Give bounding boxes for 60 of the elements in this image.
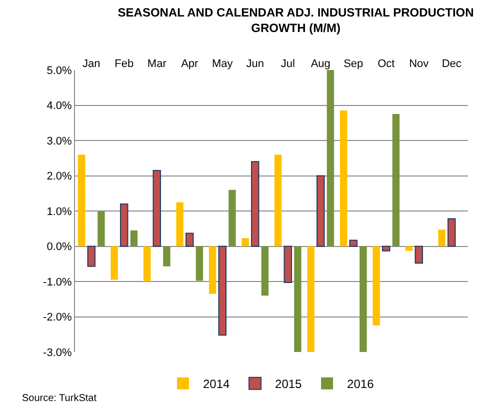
bar [152, 170, 161, 247]
y-tick-label: 2.0% [46, 170, 72, 183]
bar [274, 154, 282, 246]
bar [110, 246, 118, 280]
bar [382, 246, 390, 252]
x-tick-label: Feb [114, 58, 134, 70]
bar [78, 154, 86, 246]
source-note: Source: TurkStat [22, 393, 97, 404]
legend-label: 2015 [275, 377, 302, 392]
bar [130, 230, 138, 246]
bar [163, 246, 170, 266]
legend-label: 2014 [203, 377, 230, 392]
x-tick-label: Nov [409, 58, 430, 70]
y-tick-label: -3.0% [43, 346, 72, 359]
y-tick-label: -2.0% [43, 312, 72, 324]
bar [261, 246, 269, 296]
bar [251, 161, 260, 247]
bar [143, 246, 151, 282]
y-tick-label: -1.0% [43, 276, 72, 288]
y-tick-label: 0.0% [46, 241, 72, 254]
bar [208, 246, 216, 294]
bar [316, 175, 325, 247]
bar [294, 246, 302, 352]
bar [120, 203, 128, 247]
bar [242, 238, 249, 246]
chart-title: SEASONAL AND CALENDAR ADJ. INDUSTRIAL PRODUCTION GROWTH (M/M) [118, 5, 474, 36]
x-tick-label: Jun [246, 58, 264, 70]
bar [392, 114, 400, 246]
x-tick-label: May [212, 58, 234, 70]
x-tick-label: Jul [280, 58, 295, 70]
bar [176, 202, 184, 246]
y-tick-label: 4.0% [46, 100, 72, 112]
x-tick-label: Aug [310, 58, 330, 70]
bar [340, 110, 348, 246]
bar [284, 246, 292, 284]
x-tick-label: Oct [378, 58, 395, 70]
x-tick-label: Dec [442, 58, 462, 70]
x-tick-label: Sep [344, 58, 364, 70]
y-tick-label: 1.0% [46, 206, 72, 218]
bar [438, 230, 446, 246]
bar [448, 218, 456, 247]
bar [360, 246, 367, 352]
bar [196, 246, 204, 281]
bar [228, 190, 236, 246]
bar [414, 246, 423, 264]
bar [405, 246, 413, 251]
x-tick-label: Mar [147, 58, 167, 70]
bar [307, 246, 314, 352]
legend-label: 2016 [347, 377, 374, 392]
y-tick-label: 3.0% [46, 135, 72, 148]
bar [98, 211, 105, 246]
y-tick-label: 5.0% [46, 64, 72, 77]
bar [349, 240, 358, 247]
x-tick-label: Apr [181, 58, 199, 70]
bar [372, 246, 380, 326]
bar [218, 246, 226, 336]
bar [87, 246, 96, 267]
bar [186, 232, 194, 247]
bar [326, 70, 334, 246]
x-tick-label: Jan [82, 58, 100, 70]
